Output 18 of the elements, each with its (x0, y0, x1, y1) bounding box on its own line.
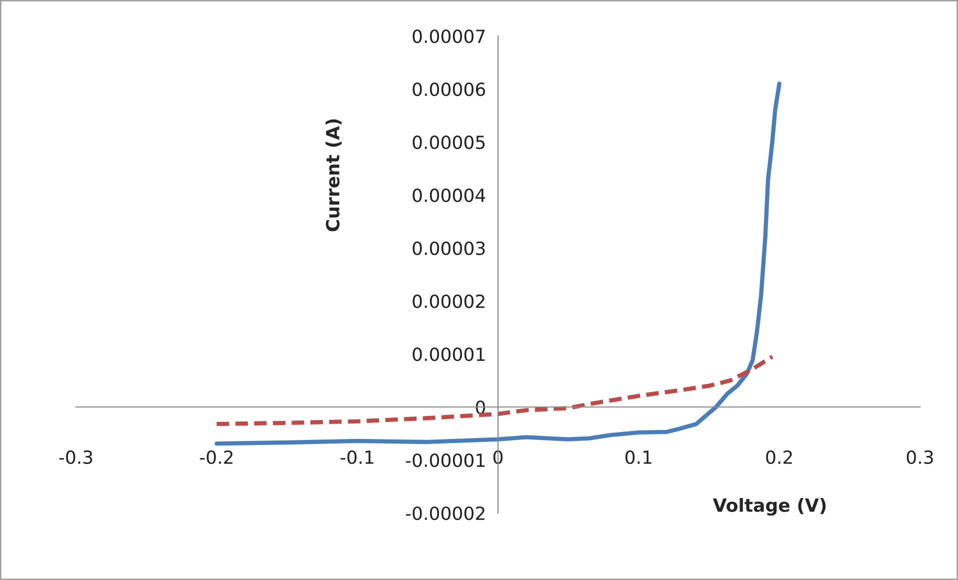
y-tick-label: 0.00003 (412, 241, 485, 256)
x-tick-label: 0.3 (906, 450, 933, 464)
x-tick-label: 0.2 (766, 450, 792, 464)
x-tick-label: -0.1 (340, 450, 374, 464)
y-tick-label: -0.00001 (406, 453, 485, 468)
y-tick-label: 0.00004 (412, 188, 486, 202)
y-axis-title: Current (A) (326, 119, 342, 232)
y-tick-label: 0.00002 (412, 294, 484, 308)
x-tick-label: -0.3 (59, 450, 92, 464)
x-axis-title: Voltage (V) (712, 498, 826, 516)
y-tick-label: 0.00001 (412, 347, 485, 362)
y-tick-label: -0.00002 (406, 506, 484, 520)
y-tick-label: 0.00005 (412, 135, 485, 150)
y-tick-label: 0.00007 (412, 29, 485, 44)
line-series (214, 82, 782, 446)
x-tick-label: -0.2 (200, 450, 232, 464)
y-tick-label: 0.00006 (412, 82, 486, 96)
x-tick-label: 0.1 (626, 450, 652, 464)
